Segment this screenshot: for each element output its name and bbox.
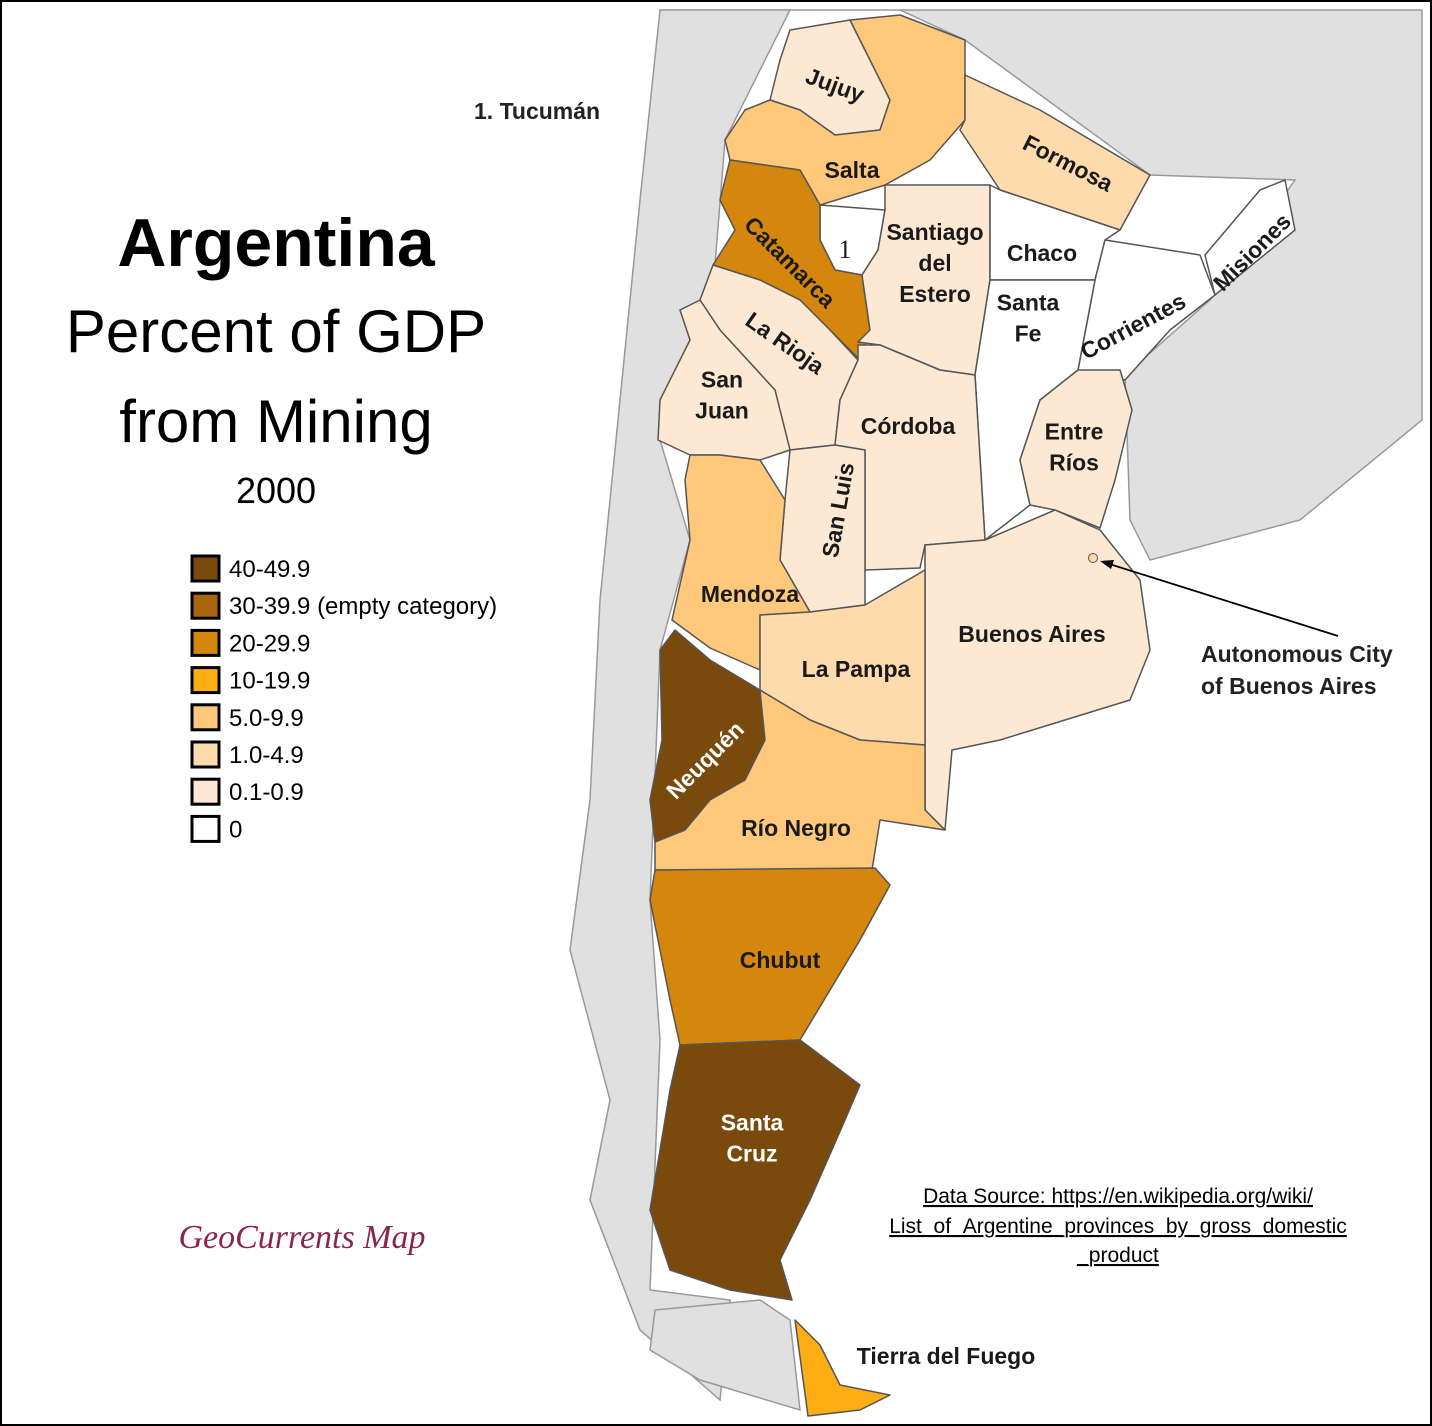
province-label: Santa Fe — [997, 290, 1060, 347]
city-marker — [1088, 553, 1098, 563]
legend-swatch — [190, 591, 221, 620]
legend-swatch — [190, 628, 221, 657]
label-line: Santa — [997, 290, 1060, 316]
annotation: of Buenos Aires — [1201, 673, 1377, 699]
legend-swatch — [190, 740, 221, 769]
province-label: Buenos Aires — [958, 621, 1105, 647]
legend-label: 10-19.9 — [229, 668, 310, 695]
label-line: Chubut — [740, 947, 821, 973]
province-label: La Pampa — [802, 656, 911, 682]
label-line: Ríos — [1049, 450, 1099, 476]
label-line: San — [701, 367, 743, 393]
label-line: La Pampa — [802, 656, 911, 682]
label-line: del — [918, 250, 951, 276]
province-label: San Juan — [695, 367, 749, 424]
legend-swatch — [190, 777, 221, 806]
province-label: Entre Ríos — [1045, 419, 1104, 476]
annotation-arrow — [1102, 561, 1339, 637]
legend-label: 20-29.9 — [229, 630, 310, 657]
legend-swatch — [190, 554, 221, 583]
subtitle: from Mining — [119, 388, 432, 455]
province-label: Santiago del Estero — [886, 219, 983, 307]
source: Data Source: https://en.wikipedia.org/wi… — [923, 1185, 1313, 1208]
legend-swatch — [190, 666, 221, 695]
province — [1204, 179, 1296, 296]
province-label: Santa Cruz — [721, 1110, 784, 1167]
label-line: Mendoza — [701, 581, 800, 607]
label-line: Entre — [1045, 419, 1104, 445]
annotation: Autonomous City — [1201, 641, 1393, 667]
label-line: Fe — [1015, 321, 1042, 347]
provinces — [649, 14, 1296, 1417]
title: Argentina — [117, 205, 436, 281]
province-label: Chubut — [740, 947, 821, 973]
credit: GeoCurrents Map — [178, 1219, 425, 1256]
province-label: Chaco — [1007, 240, 1077, 266]
province — [834, 344, 986, 571]
province-label: Córdoba — [861, 413, 956, 439]
province — [1019, 369, 1133, 529]
legend-label: 0.1-0.9 — [229, 779, 304, 806]
footnote: 1. Tucumán — [474, 98, 600, 124]
legend-label: 30-39.9 (empty category) — [229, 593, 497, 620]
label-line: Buenos Aires — [958, 621, 1105, 647]
label-line: Juan — [695, 398, 749, 424]
legend-label: 5.0-9.9 — [229, 705, 304, 732]
province — [794, 1319, 891, 1417]
source: _product — [1076, 1244, 1159, 1267]
legend-swatch — [190, 814, 221, 843]
legend-label: 40-49.9 — [229, 556, 310, 583]
legend-swatch — [190, 703, 221, 732]
province-label: Tierra del Fuego — [857, 1343, 1036, 1369]
subtitle: Percent of GDP — [66, 298, 486, 365]
source: List_of_Argentine_provinces_by_gross_dom… — [889, 1215, 1347, 1238]
label-line: Estero — [899, 281, 971, 307]
label-line: Córdoba — [861, 413, 956, 439]
province-label: Río Negro — [741, 815, 851, 841]
province-label: 1 — [839, 235, 852, 264]
arrow-head — [1100, 560, 1114, 569]
label-line: Cruz — [726, 1141, 777, 1167]
label-line: Tierra del Fuego — [857, 1343, 1036, 1369]
legend: 40-49.9 30-39.9 (empty category) 20-29.9 10… — [190, 554, 497, 843]
legend-label: 1.0-4.9 — [229, 742, 304, 769]
label-line: 1 — [839, 235, 852, 264]
year: 2000 — [236, 470, 316, 511]
label-line: Salta — [825, 157, 880, 183]
label-line: Chaco — [1007, 240, 1077, 266]
label-line: Santa — [721, 1110, 784, 1136]
province — [649, 1039, 861, 1301]
legend-label: 0 — [229, 816, 242, 843]
label-line: Río Negro — [741, 815, 851, 841]
island — [649, 1299, 801, 1412]
label-line: Santiago — [886, 219, 983, 245]
province-label: Mendoza — [701, 581, 800, 607]
province-label: Salta — [825, 157, 880, 183]
